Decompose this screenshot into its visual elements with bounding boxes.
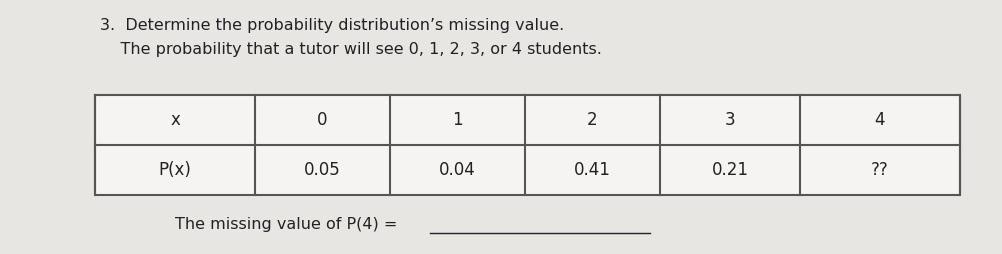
Text: ??: ?? [871,161,889,179]
Text: 0.41: 0.41 [574,161,611,179]
Text: The probability that a tutor will see 0, 1, 2, 3, or 4 students.: The probability that a tutor will see 0,… [100,42,602,57]
Text: 1: 1 [452,111,463,129]
Text: 3.  Determine the probability distribution’s missing value.: 3. Determine the probability distributio… [100,18,564,33]
Text: The missing value of P(4) =: The missing value of P(4) = [175,217,403,232]
Text: 4: 4 [875,111,885,129]
Text: 0.04: 0.04 [439,161,476,179]
Bar [95,95,960,195]
Text: 0.05: 0.05 [305,161,341,179]
Text: 2: 2 [587,111,598,129]
Text: 0.21: 0.21 [711,161,748,179]
Text: 3: 3 [724,111,735,129]
Text: x: x [170,111,180,129]
Text: 0: 0 [318,111,328,129]
Text: P(x): P(x) [158,161,191,179]
